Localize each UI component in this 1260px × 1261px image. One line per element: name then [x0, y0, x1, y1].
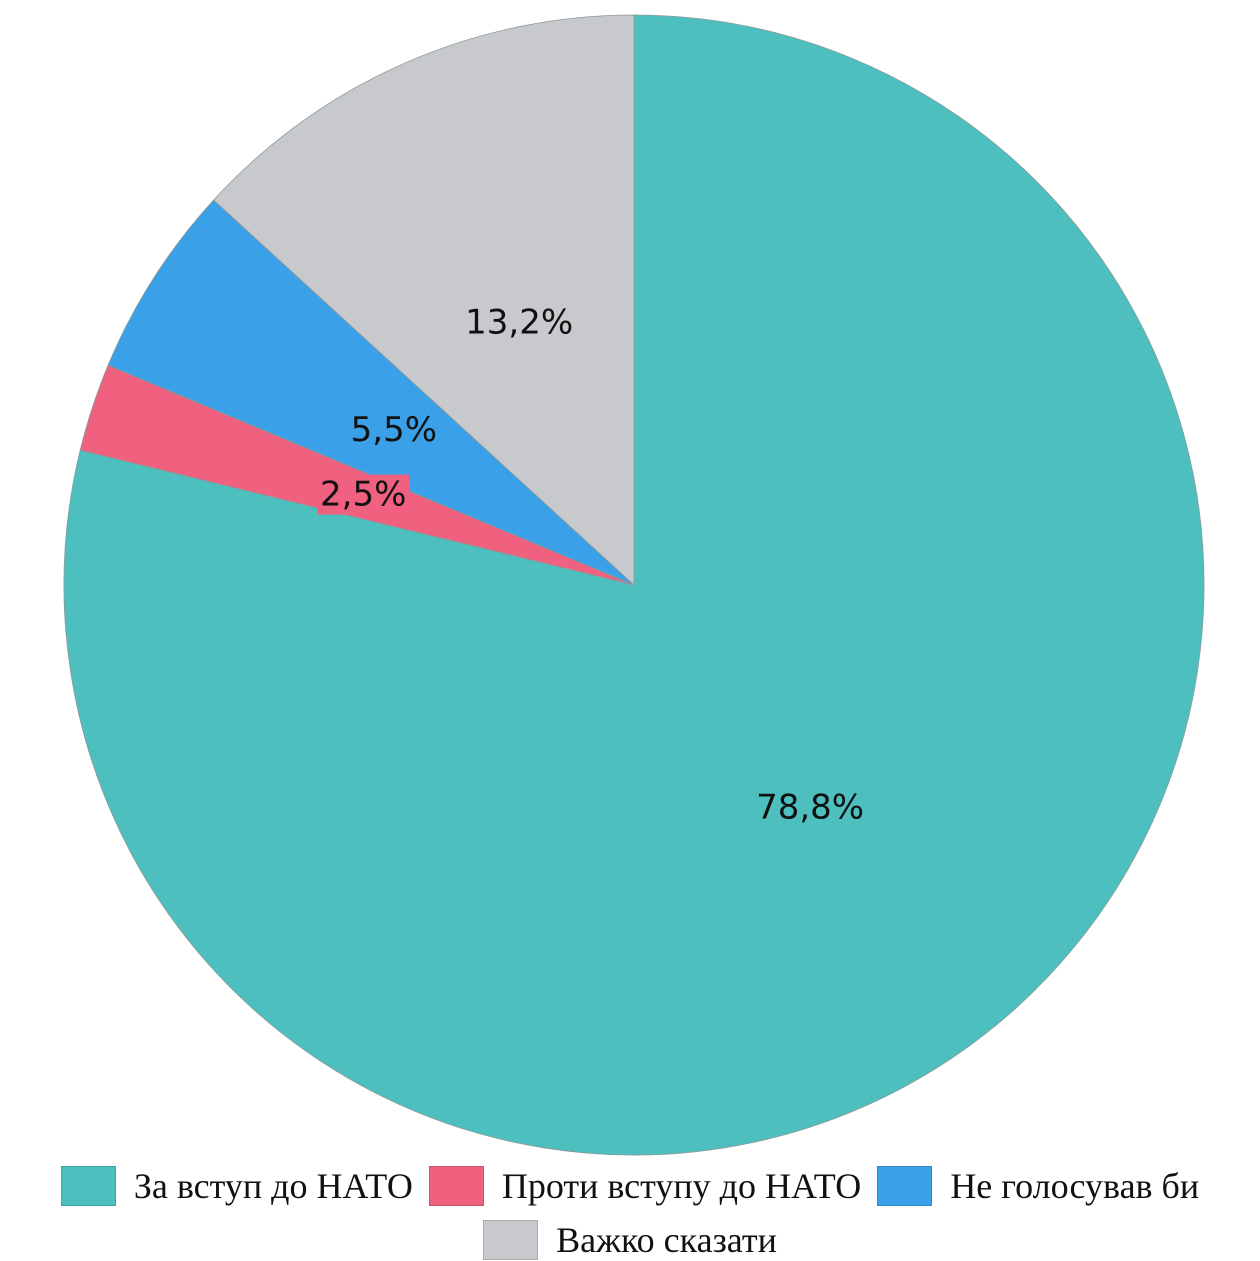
value-label-group: 2,5%: [317, 474, 410, 515]
legend-item: Проти вступу до НАТО: [428, 1165, 862, 1207]
value-label: 2,5%: [320, 475, 406, 515]
legend-label: Не голосував би: [950, 1166, 1200, 1206]
value-label-group: 13,2%: [465, 303, 573, 343]
pie-slice: [213, 14, 635, 586]
value-label: 5,5%: [351, 410, 437, 450]
legend-item: Не голосував би: [877, 1165, 1199, 1207]
pie-slice: [107, 199, 635, 586]
legend-item: Важко сказати: [483, 1219, 777, 1261]
legend: За вступ до НАТО Проти вступу до НАТО Не г…: [0, 1165, 1260, 1261]
chart: 78,8% 2,5% 5,5% 13,2%: [63, 14, 1205, 1156]
legend-label: Проти вступу до НАТО: [501, 1166, 862, 1206]
value-label: 78,8%: [756, 788, 864, 828]
legend-swatch: [428, 1166, 484, 1206]
legend-label: За вступ до НАТО: [133, 1166, 413, 1206]
legend-swatch: [60, 1166, 116, 1206]
value-label-bg: [317, 474, 410, 515]
value-label-group: 5,5%: [351, 410, 437, 450]
legend-item: За вступ до НАТО: [60, 1165, 413, 1207]
value-label-group: 78,8%: [756, 788, 864, 828]
legend-swatch: [877, 1166, 933, 1206]
legend-swatch: [483, 1220, 539, 1260]
value-label: 13,2%: [465, 303, 573, 343]
legend-label: Важко сказати: [556, 1220, 777, 1260]
